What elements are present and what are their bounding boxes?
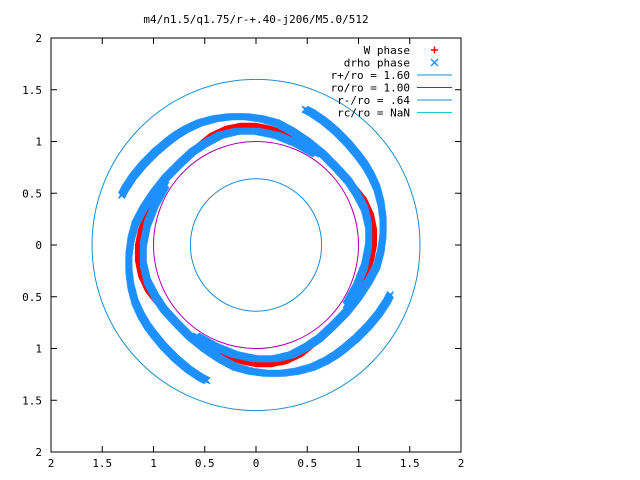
circle-0_64 (189, 178, 323, 312)
x-tick-label: 1 (150, 457, 157, 470)
y-tick-label: 1 (35, 136, 42, 149)
x-tick-label: 0.5 (297, 457, 317, 470)
legend-label: r-/ro = .64 (337, 94, 410, 107)
drho-phase-point (118, 191, 126, 200)
y-tick-label: 1.5 (22, 84, 42, 97)
y-tick-label: 0 (35, 239, 42, 252)
y-tick-label: 2 (35, 32, 42, 45)
y-tick-label: 1.5 (22, 394, 42, 407)
reference-circles (91, 78, 421, 412)
legend-marker (430, 58, 439, 67)
legend-label: W phase (364, 44, 410, 57)
x-tick-label: 1.5 (92, 457, 112, 470)
legend-label: drho phase (344, 57, 410, 70)
circle-1 (153, 141, 359, 349)
drho-phase-point (203, 376, 211, 385)
y-tick-label: 0.5 (22, 187, 42, 200)
legend-label: ro/ro = 1.00 (331, 82, 410, 95)
y-tick-label: 2 (35, 446, 42, 459)
legend-marker (431, 46, 438, 54)
drho-phase-point (301, 105, 309, 114)
w-phase-series (134, 122, 378, 368)
axis-ticks: 2 1.5 1 0.5 0 0.5 1 1.5 221.510.500.511.52 (22, 32, 464, 470)
x-tick-label: 0.5 (195, 457, 215, 470)
y-tick-label: 0.5 (22, 291, 42, 304)
drho-phase-point (386, 290, 394, 299)
x-tick-label: 1 (355, 457, 362, 470)
circle-1_6 (91, 78, 421, 412)
legend-label: rc/ro = NaN (337, 107, 410, 120)
x-tick-label: 2 (458, 457, 465, 470)
chart-title: m4/n1.5/q1.75/r-+.40-j206/M5.0/512 (143, 13, 368, 26)
x-tick-label: 2 (48, 457, 55, 470)
y-tick-label: 1 (35, 343, 42, 356)
drho-phase-series (118, 105, 394, 385)
x-tick-label: 0 (253, 457, 260, 470)
x-tick-label: 1.5 (400, 457, 420, 470)
legend-label: r+/ro = 1.60 (331, 69, 410, 82)
